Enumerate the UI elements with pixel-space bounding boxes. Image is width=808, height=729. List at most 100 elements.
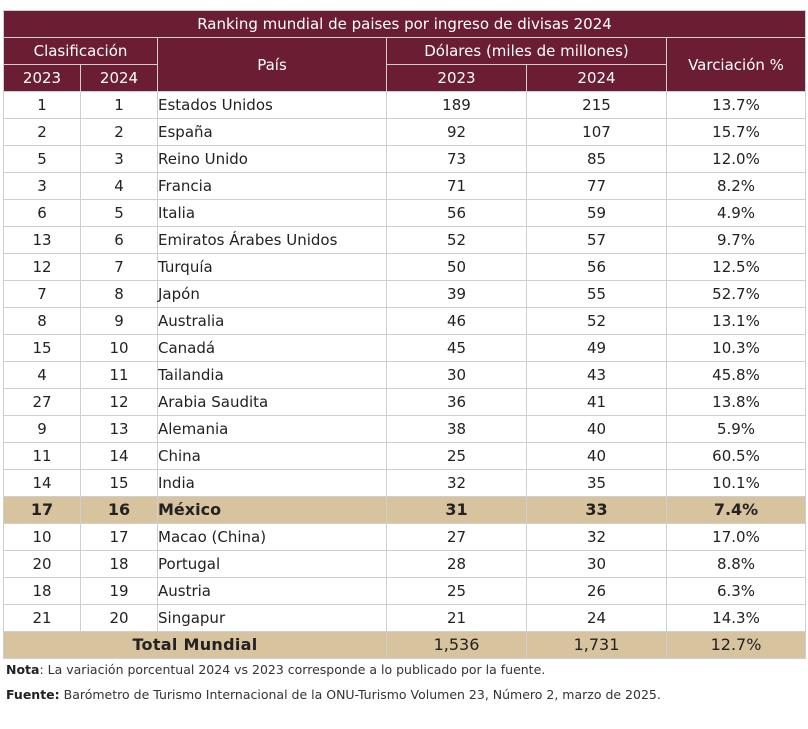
cell-variacion: 9.7% bbox=[666, 226, 806, 254]
cell-rank-2023: 14 bbox=[3, 469, 81, 497]
cell-rank-2024: 17 bbox=[80, 523, 158, 551]
cell-rank-2024: 6 bbox=[80, 226, 158, 254]
fuente-text: Barómetro de Turismo Internacional de la… bbox=[59, 687, 661, 702]
cell-pais: India bbox=[157, 469, 387, 497]
cell-rank-2023: 2 bbox=[3, 118, 81, 146]
cell-rank-2024: 18 bbox=[80, 550, 158, 578]
cell-variacion: 14.3% bbox=[666, 604, 806, 632]
cell-pais: Alemania bbox=[157, 415, 387, 443]
cell-dolares-2023: 39 bbox=[386, 280, 527, 308]
cell-pais: Italia bbox=[157, 199, 387, 227]
cell-dolares-2024: 40 bbox=[526, 442, 667, 470]
cell-dolares-2024: 57 bbox=[526, 226, 667, 254]
cell-dolares-2024: 40 bbox=[526, 415, 667, 443]
cell-rank-2024: 13 bbox=[80, 415, 158, 443]
cell-variacion: 6.3% bbox=[666, 577, 806, 605]
cell-rank-2024: 12 bbox=[80, 388, 158, 416]
cell-pais: Emiratos Árabes Unidos bbox=[157, 226, 387, 254]
cell-variacion: 13.8% bbox=[666, 388, 806, 416]
cell-variacion: 17.0% bbox=[666, 523, 806, 551]
cell-dolares-2024: 85 bbox=[526, 145, 667, 173]
cell-dolares-2024: 33 bbox=[526, 496, 667, 524]
header-dolares-2024: 2024 bbox=[526, 64, 667, 92]
cell-dolares-2024: 52 bbox=[526, 307, 667, 335]
table-row: 17 16 México 31 33 7.4% bbox=[3, 496, 806, 524]
total-dolares-2024: 1,731 bbox=[526, 631, 667, 659]
cell-rank-2024: 16 bbox=[80, 496, 158, 524]
table-title: Ranking mundial de paises por ingreso de… bbox=[3, 10, 806, 38]
cell-dolares-2024: 77 bbox=[526, 172, 667, 200]
table-row: 1 1 Estados Unidos 189 215 13.7% bbox=[3, 91, 806, 119]
cell-rank-2023: 5 bbox=[3, 145, 81, 173]
ranking-table: Ranking mundial de paises por ingreso de… bbox=[3, 10, 806, 659]
cell-variacion: 13.7% bbox=[666, 91, 806, 119]
cell-dolares-2024: 26 bbox=[526, 577, 667, 605]
cell-pais: Japón bbox=[157, 280, 387, 308]
table-row: 13 6 Emiratos Árabes Unidos 52 57 9.7% bbox=[3, 226, 806, 254]
cell-rank-2024: 8 bbox=[80, 280, 158, 308]
fuente-line: Fuente: Barómetro de Turismo Internacion… bbox=[6, 687, 661, 702]
cell-rank-2024: 5 bbox=[80, 199, 158, 227]
table-row: 15 10 Canadá 45 49 10.3% bbox=[3, 334, 806, 362]
cell-rank-2023: 8 bbox=[3, 307, 81, 335]
cell-pais: Canadá bbox=[157, 334, 387, 362]
table-row: 2 2 España 92 107 15.7% bbox=[3, 118, 806, 146]
cell-pais: Turquía bbox=[157, 253, 387, 281]
cell-dolares-2023: 36 bbox=[386, 388, 527, 416]
total-label: Total Mundial bbox=[3, 631, 387, 659]
cell-dolares-2023: 71 bbox=[386, 172, 527, 200]
cell-variacion: 60.5% bbox=[666, 442, 806, 470]
total-row: Total Mundial 1,536 1,731 12.7% bbox=[3, 631, 806, 659]
table-row: 10 17 Macao (China) 27 32 17.0% bbox=[3, 523, 806, 551]
cell-dolares-2023: 25 bbox=[386, 577, 527, 605]
header-dolares: Dólares (miles de millones) bbox=[386, 37, 667, 65]
header-clasificacion: Clasificación bbox=[3, 37, 158, 65]
cell-variacion: 10.3% bbox=[666, 334, 806, 362]
cell-dolares-2024: 41 bbox=[526, 388, 667, 416]
notes: Nota: La variación porcentual 2024 vs 20… bbox=[6, 662, 661, 712]
cell-rank-2023: 1 bbox=[3, 91, 81, 119]
cell-rank-2024: 15 bbox=[80, 469, 158, 497]
total-dolares-2023: 1,536 bbox=[386, 631, 527, 659]
cell-rank-2023: 11 bbox=[3, 442, 81, 470]
cell-dolares-2023: 32 bbox=[386, 469, 527, 497]
nota-text: : La variación porcentual 2024 vs 2023 c… bbox=[39, 662, 546, 677]
cell-dolares-2023: 46 bbox=[386, 307, 527, 335]
cell-dolares-2023: 73 bbox=[386, 145, 527, 173]
cell-variacion: 45.8% bbox=[666, 361, 806, 389]
cell-rank-2024: 9 bbox=[80, 307, 158, 335]
cell-rank-2023: 18 bbox=[3, 577, 81, 605]
header-rank-2023: 2023 bbox=[3, 64, 81, 92]
table-row: 5 3 Reino Unido 73 85 12.0% bbox=[3, 145, 806, 173]
cell-dolares-2023: 21 bbox=[386, 604, 527, 632]
fuente-label: Fuente: bbox=[6, 687, 60, 702]
header-rank-2024: 2024 bbox=[80, 64, 158, 92]
cell-pais: Estados Unidos bbox=[157, 91, 387, 119]
cell-variacion: 52.7% bbox=[666, 280, 806, 308]
table-row: 14 15 India 32 35 10.1% bbox=[3, 469, 806, 497]
header-pais: País bbox=[157, 37, 387, 92]
cell-dolares-2024: 49 bbox=[526, 334, 667, 362]
cell-rank-2024: 7 bbox=[80, 253, 158, 281]
cell-dolares-2023: 31 bbox=[386, 496, 527, 524]
nota-line: Nota: La variación porcentual 2024 vs 20… bbox=[6, 662, 661, 677]
cell-rank-2023: 15 bbox=[3, 334, 81, 362]
cell-rank-2023: 4 bbox=[3, 361, 81, 389]
table-row: 21 20 Singapur 21 24 14.3% bbox=[3, 604, 806, 632]
cell-rank-2024: 20 bbox=[80, 604, 158, 632]
cell-dolares-2023: 50 bbox=[386, 253, 527, 281]
cell-rank-2024: 19 bbox=[80, 577, 158, 605]
cell-dolares-2024: 32 bbox=[526, 523, 667, 551]
cell-variacion: 7.4% bbox=[666, 496, 806, 524]
cell-rank-2023: 13 bbox=[3, 226, 81, 254]
cell-variacion: 8.2% bbox=[666, 172, 806, 200]
table-row: 27 12 Arabia Saudita 36 41 13.8% bbox=[3, 388, 806, 416]
cell-rank-2024: 14 bbox=[80, 442, 158, 470]
cell-rank-2023: 21 bbox=[3, 604, 81, 632]
cell-rank-2023: 3 bbox=[3, 172, 81, 200]
cell-pais: Portugal bbox=[157, 550, 387, 578]
header-variacion: Varciación % bbox=[666, 37, 806, 92]
cell-dolares-2023: 30 bbox=[386, 361, 527, 389]
cell-dolares-2023: 28 bbox=[386, 550, 527, 578]
cell-rank-2024: 2 bbox=[80, 118, 158, 146]
